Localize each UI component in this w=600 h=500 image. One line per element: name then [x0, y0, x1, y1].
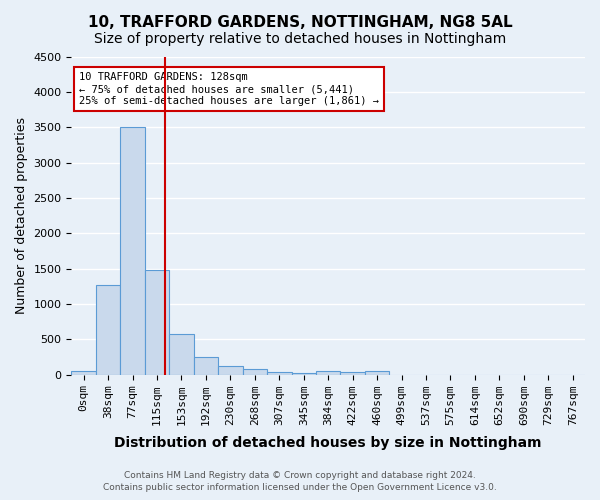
Text: Contains HM Land Registry data © Crown copyright and database right 2024.
Contai: Contains HM Land Registry data © Crown c… — [103, 471, 497, 492]
Bar — [218, 366, 242, 374]
Bar — [242, 369, 267, 374]
Bar — [365, 371, 389, 374]
Text: Size of property relative to detached houses in Nottingham: Size of property relative to detached ho… — [94, 32, 506, 46]
Bar — [169, 334, 194, 374]
Bar — [96, 285, 121, 374]
Bar — [316, 371, 340, 374]
Y-axis label: Number of detached properties: Number of detached properties — [15, 117, 28, 314]
Bar — [292, 372, 316, 374]
Text: 10, TRAFFORD GARDENS, NOTTINGHAM, NG8 5AL: 10, TRAFFORD GARDENS, NOTTINGHAM, NG8 5A… — [88, 15, 512, 30]
Text: 10 TRAFFORD GARDENS: 128sqm
← 75% of detached houses are smaller (5,441)
25% of : 10 TRAFFORD GARDENS: 128sqm ← 75% of det… — [79, 72, 379, 106]
Bar — [121, 127, 145, 374]
Bar — [267, 372, 292, 374]
Bar — [145, 270, 169, 374]
X-axis label: Distribution of detached houses by size in Nottingham: Distribution of detached houses by size … — [115, 436, 542, 450]
Bar — [340, 372, 365, 374]
Bar — [71, 371, 96, 374]
Bar — [194, 358, 218, 374]
